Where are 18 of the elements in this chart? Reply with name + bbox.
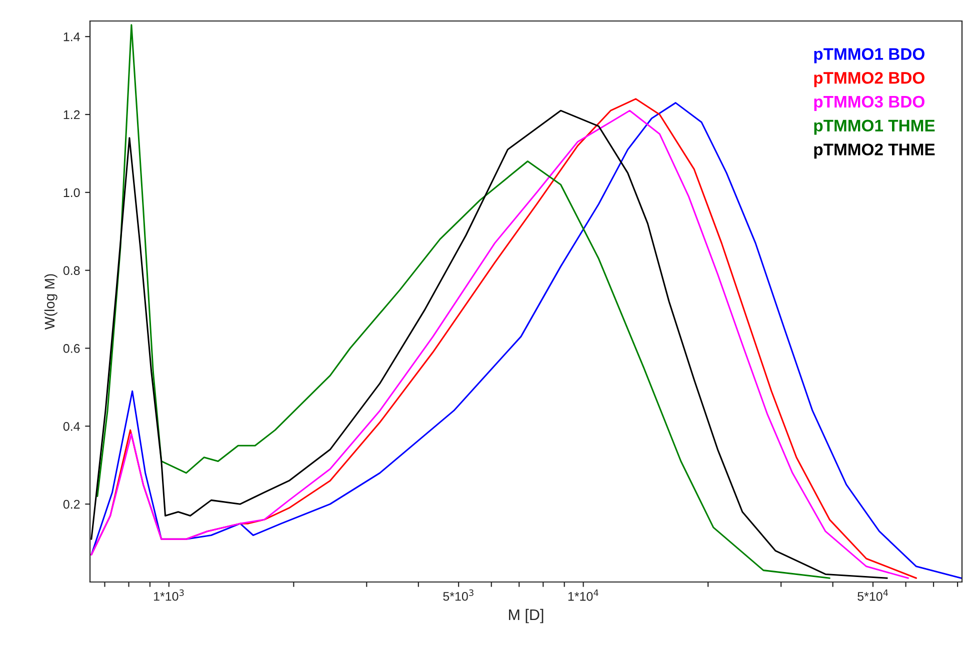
y-tick-label: 0.8 — [63, 266, 80, 275]
x-tick-label: 5*10$^{3}$ — [443, 589, 474, 601]
text: pTMMO1 THME — [814, 120, 935, 135]
text: pTMMO2 BDO — [814, 72, 924, 88]
y-tick-label: 0.6 — [63, 344, 80, 353]
y-tick-label: 1.2 — [64, 110, 80, 120]
x-tick-label: 1*10$^{4}$ — [568, 590, 598, 601]
y-axis-title: W(log M) — [44, 274, 58, 330]
text: pTMMO3 BDO — [814, 96, 924, 111]
y-tick-label: 1.4 — [64, 32, 80, 42]
x-axis-title: M [D] — [509, 608, 544, 624]
y-tick-label: 1.0 — [64, 188, 80, 198]
text: pTMMO1 BDO — [814, 48, 924, 64]
x-tick-label: 1*10$^{3}$ — [154, 589, 184, 601]
y-tick-label: 0.2 — [63, 500, 80, 509]
x-tick-label: 5*10$^{4}$ — [858, 590, 888, 601]
text: pTMMO2 THME — [814, 144, 935, 159]
y-tick-label: 0.4 — [63, 422, 80, 431]
